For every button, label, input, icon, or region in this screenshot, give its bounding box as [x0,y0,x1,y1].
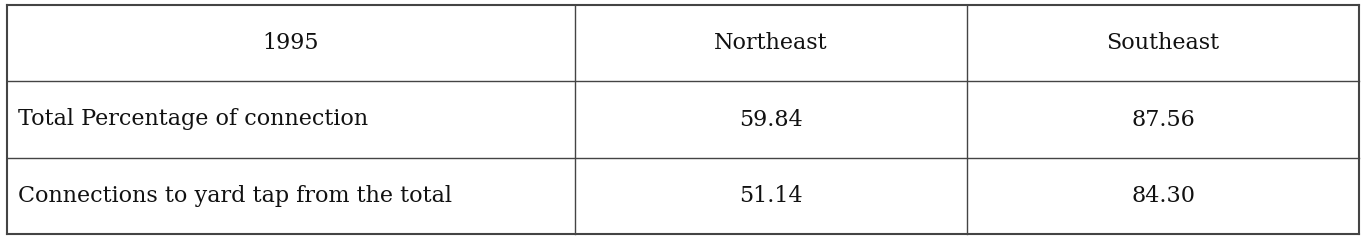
Text: Southeast: Southeast [1106,32,1220,54]
Text: Northeast: Northeast [714,32,828,54]
Text: 87.56: 87.56 [1131,109,1195,130]
Text: 51.14: 51.14 [739,185,803,207]
Text: 59.84: 59.84 [739,109,803,130]
Text: 84.30: 84.30 [1131,185,1195,207]
Text: Connections to yard tap from the total: Connections to yard tap from the total [18,185,452,207]
Text: 1995: 1995 [262,32,320,54]
Text: Total Percentage of connection: Total Percentage of connection [18,109,367,130]
